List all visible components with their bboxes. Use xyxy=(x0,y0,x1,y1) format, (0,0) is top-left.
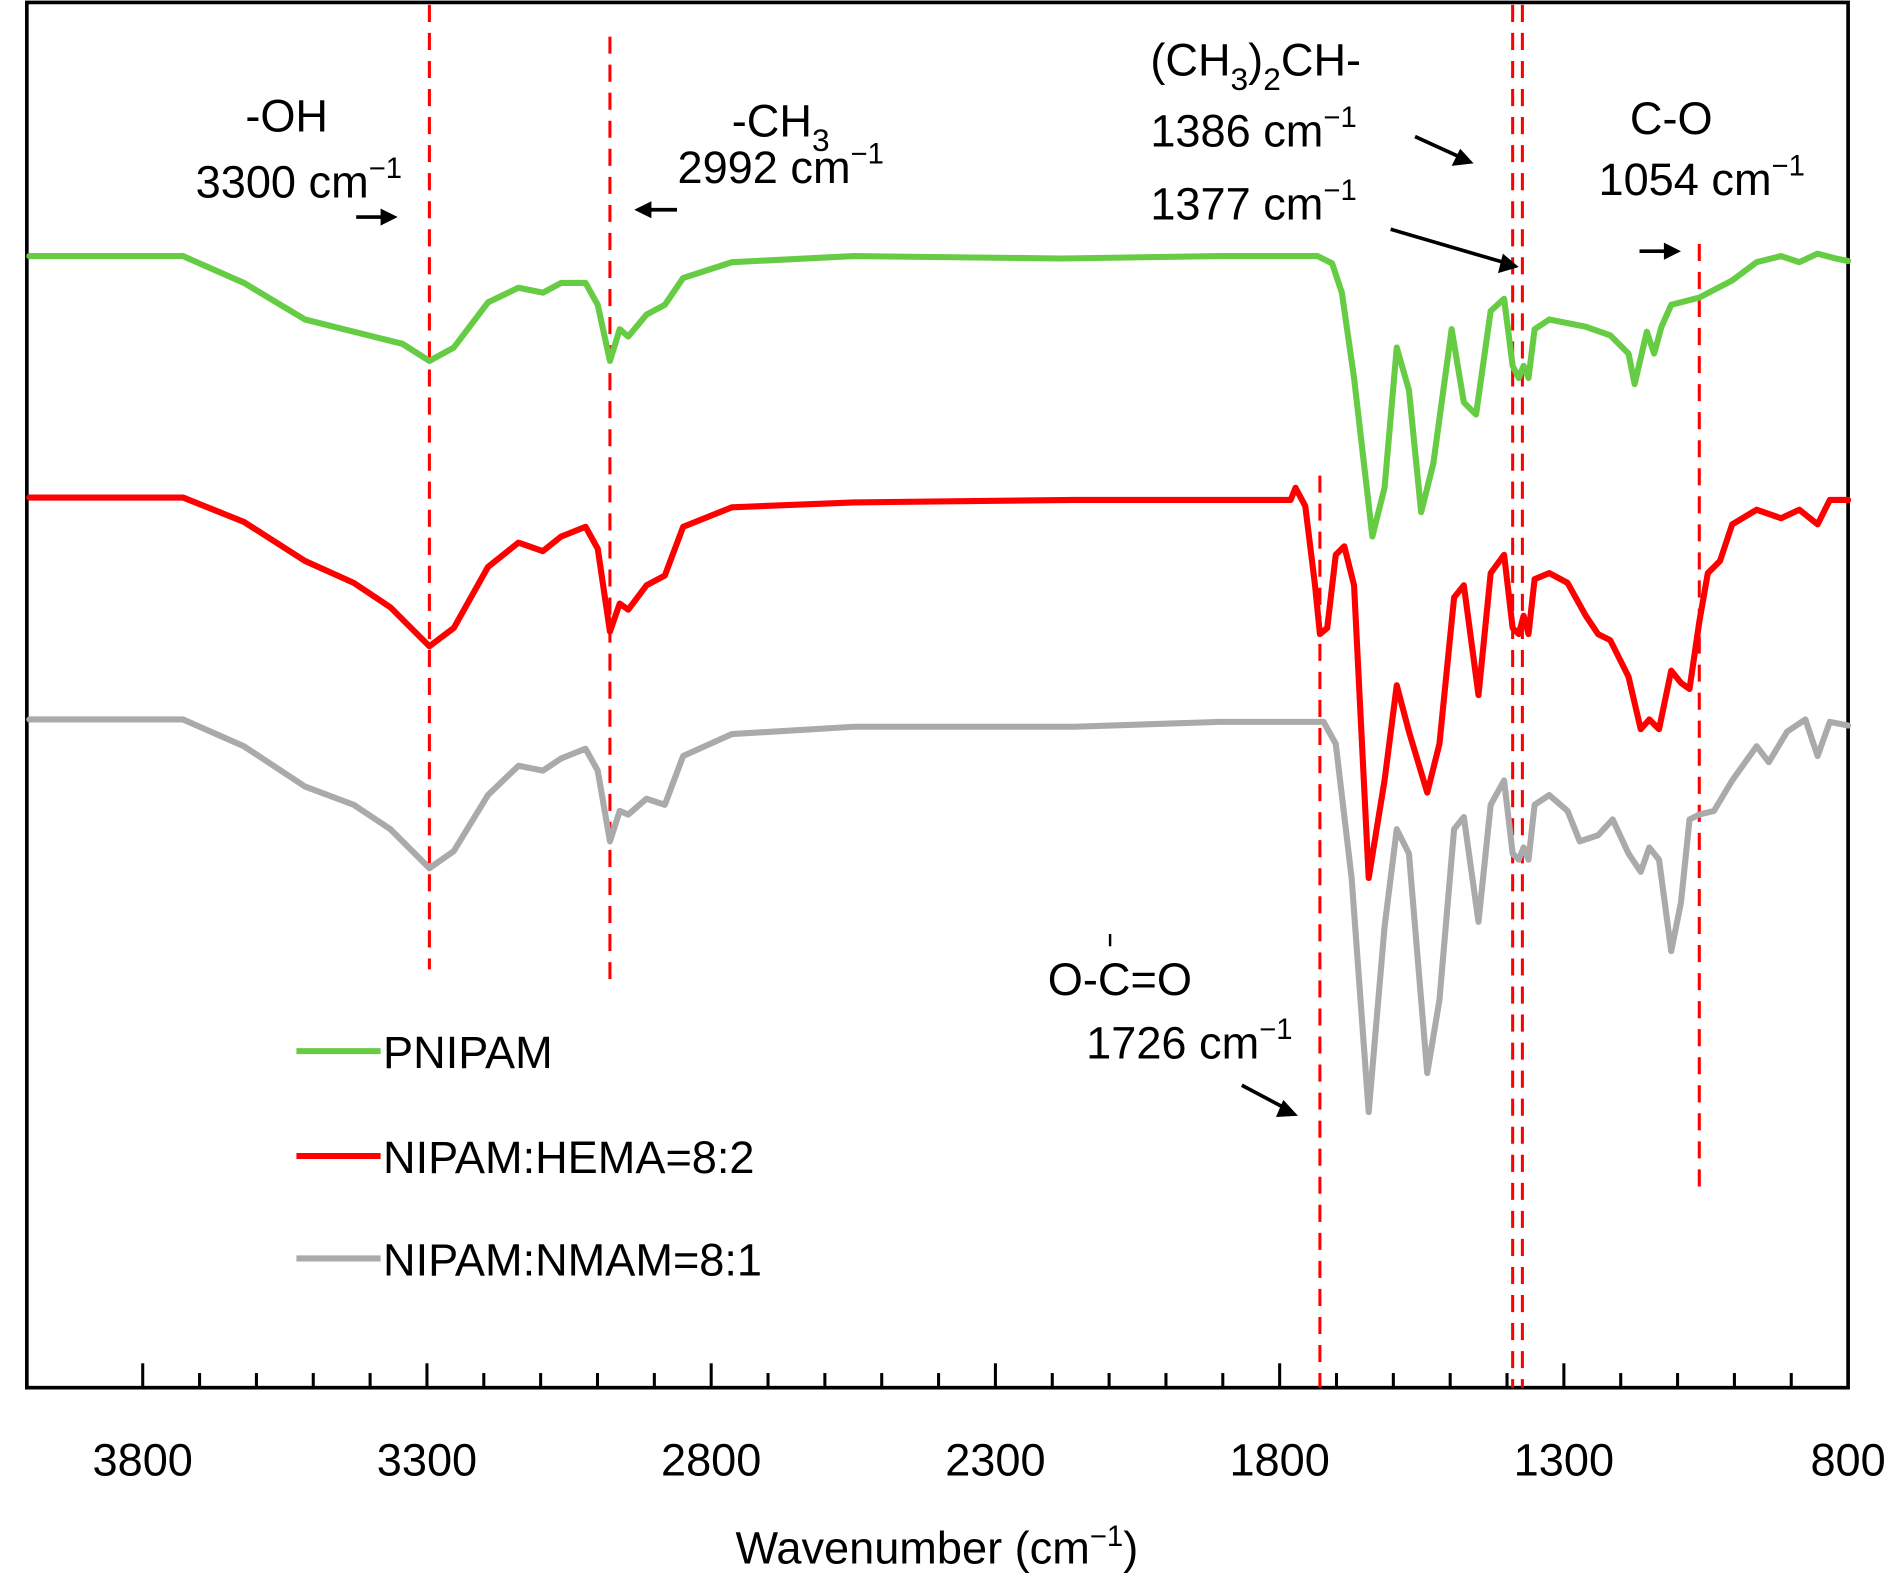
series-pnipam xyxy=(26,250,1852,540)
legend: PNIPAM NIPAM:HEMA=8:2 NIPAM:NMAM=8:1 xyxy=(296,1027,762,1285)
arrow-diagonal-icon xyxy=(1390,227,1519,274)
svg-text:2992 cm−1: 2992 cm−1 xyxy=(678,138,884,193)
x-axis xyxy=(141,1363,1793,1388)
arrow-diagonal-icon xyxy=(1414,134,1474,166)
series-nipam-hema xyxy=(26,484,1852,882)
legend-item-nipam-nmam: NIPAM:NMAM=8:1 xyxy=(296,1235,762,1286)
svg-text:(CH3)2CH-: (CH3)2CH- xyxy=(1150,35,1361,98)
svg-text:NIPAM:NMAM=8:1: NIPAM:NMAM=8:1 xyxy=(383,1235,762,1286)
legend-item-nipam-hema: NIPAM:HEMA=8:2 xyxy=(296,1132,755,1183)
svg-text:PNIPAM: PNIPAM xyxy=(383,1027,553,1078)
x-tick-label: 1800 xyxy=(1229,1434,1329,1485)
x-tick-label: 800 xyxy=(1810,1434,1885,1485)
series-nipam-nmam xyxy=(26,716,1852,1116)
x-tick-label: 2800 xyxy=(661,1434,761,1485)
legend-item-pnipam: PNIPAM xyxy=(296,1027,553,1078)
x-tick-label: 3300 xyxy=(377,1434,477,1485)
annotation-co: C-O 1054 cm−1 xyxy=(1599,93,1805,260)
arrow-right-icon xyxy=(356,208,398,226)
svg-text:C-O: C-O xyxy=(1630,93,1713,144)
annotation-ch3: -CH3 2992 cm−1 xyxy=(634,96,884,219)
x-axis-title: Wavenumber (cm−1) xyxy=(735,1521,1138,1573)
plot-frame xyxy=(25,0,1850,1390)
svg-text:-OH: -OH xyxy=(245,91,328,142)
svg-text:1386 cm−1: 1386 cm−1 xyxy=(1150,102,1356,157)
svg-text:1054 cm−1: 1054 cm−1 xyxy=(1599,151,1805,206)
svg-text:O-C=O: O-C=O xyxy=(1048,954,1192,1005)
svg-text:1726 cm−1: 1726 cm−1 xyxy=(1086,1014,1292,1069)
x-tick-label: 2300 xyxy=(945,1434,1045,1485)
svg-text:1377 cm−1: 1377 cm−1 xyxy=(1150,175,1356,230)
annotation-oh: -OH 3300 cm−1 xyxy=(196,91,402,226)
x-tick-label: 1300 xyxy=(1514,1434,1614,1485)
svg-text:NIPAM:HEMA=8:2: NIPAM:HEMA=8:2 xyxy=(383,1132,755,1183)
annotation-oco: O-C=O 1726 cm−1 xyxy=(1048,934,1298,1117)
svg-text:-CH3: -CH3 xyxy=(732,96,830,159)
annotation-isopropyl: (CH3)2CH- 1386 cm−1 1377 cm−1 xyxy=(1150,35,1519,274)
x-tick-label: 3800 xyxy=(93,1434,193,1485)
svg-text:3300 cm−1: 3300 cm−1 xyxy=(196,153,402,208)
arrow-left-icon xyxy=(634,201,678,219)
arrow-diagonal-icon xyxy=(1240,1083,1298,1117)
arrow-right-icon xyxy=(1639,242,1681,260)
